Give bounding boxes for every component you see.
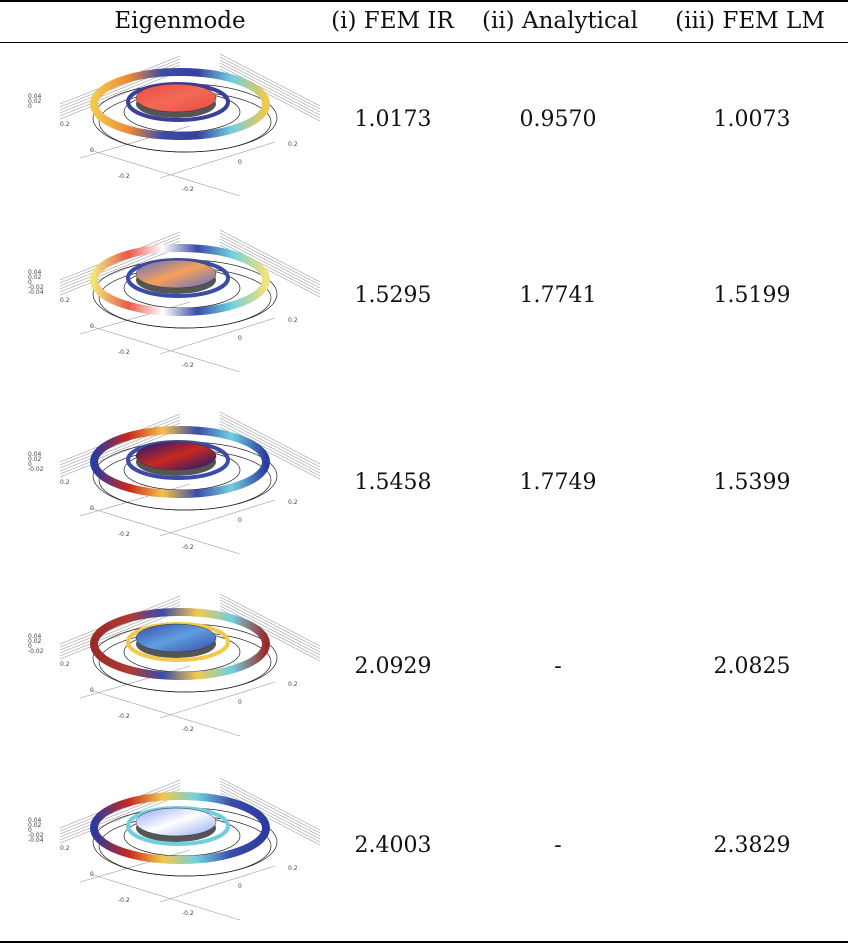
table-bottom-rule	[0, 941, 848, 943]
y-tick-label: 0	[238, 159, 242, 166]
x-tick-label: 0.2	[60, 845, 70, 852]
z-tick-label: 0.04	[28, 817, 42, 824]
x-tick-label: 0.2	[60, 661, 70, 668]
eigenmode-3d-plot: 0.040.020-0.02-0.040.20-0.20.20-0.2	[28, 777, 321, 920]
x-tick-label: 0	[90, 147, 94, 154]
outer-ring	[90, 792, 270, 864]
eigenmode-3d-plot: 0.040.020-0.020.20-0.20.20-0.2	[28, 593, 321, 736]
analytical-value: 1.7741	[519, 283, 597, 308]
y-tick-label: 0.2	[288, 681, 298, 688]
eigenmode-plot: 0.04 0.02 0 -0.02 0.2 0 -0.2 0.2 0 -0.2	[20, 586, 330, 736]
z-tick-label: 0.04	[28, 93, 42, 100]
z-tick-label: 0	[28, 103, 32, 110]
fem-lm-value: 2.3829	[713, 833, 791, 858]
x-tick-label: -0.2	[118, 531, 130, 538]
analytical-value: 1.7749	[519, 470, 597, 495]
eigenmode-plot: 0.04 0.02 0 -0.02 -0.04 0.2 0 -0.2 0.2 0 -0.2	[20, 222, 330, 372]
z-tick-label: 0	[28, 279, 32, 286]
analytical-value: 0.9570	[519, 107, 597, 132]
outer-ring	[90, 244, 270, 316]
header-fem-lm: (iii) FEM LM	[675, 8, 825, 34]
header-fem-ir: (i) FEM IR	[331, 8, 454, 34]
outer-ring	[90, 426, 270, 498]
y-tick-label: 0	[238, 699, 242, 706]
eigenmode-3d-plot: 0.040.020-0.020.20-0.20.20-0.2	[28, 411, 321, 554]
outer-ring	[90, 68, 270, 140]
z-tick-label: 0.02	[28, 638, 42, 645]
eigenmode-plot: 0.04 0.02 0 -0.02 -0.04 0.2 0 -0.2 0.2 0 -0.2	[20, 770, 330, 920]
center-disk	[135, 83, 217, 113]
z-tick-label: -0.02	[28, 832, 44, 839]
y-tick-label: 0	[238, 517, 242, 524]
y-tick-label: 0.2	[288, 317, 298, 324]
x-tick-label: 0	[90, 687, 94, 694]
outer-ring	[90, 608, 270, 680]
y-tick-label: -0.2	[182, 362, 194, 369]
y-tick-label: 0.2	[288, 141, 298, 148]
z-tick-label: -0.02	[28, 466, 44, 473]
analytical-value: -	[554, 833, 562, 858]
z-tick-label: 0	[28, 461, 32, 468]
fem-lm-value: 1.5399	[713, 470, 791, 495]
z-tick-label: 0.02	[28, 274, 42, 281]
fem-ir-value: 1.0173	[354, 107, 432, 132]
fem-lm-value: 1.5199	[713, 283, 791, 308]
x-tick-label: -0.2	[118, 713, 130, 720]
z-tick-label: 0	[28, 643, 32, 650]
header-eigenmode: Eigenmode	[114, 8, 246, 34]
y-tick-label: -0.2	[182, 544, 194, 551]
fem-lm-value: 1.0073	[713, 107, 791, 132]
z-tick-label: 0.02	[28, 456, 42, 463]
y-tick-label: -0.2	[182, 726, 194, 733]
analytical-value: -	[554, 654, 562, 679]
x-tick-label: 0	[90, 505, 94, 512]
center-disk	[135, 441, 217, 471]
x-tick-label: -0.2	[118, 349, 130, 356]
z-tick-label: 0.04	[28, 451, 42, 458]
z-tick-label: -0.04	[28, 289, 44, 296]
y-tick-label: -0.2	[182, 910, 194, 917]
x-tick-label: 0.2	[60, 479, 70, 486]
header-rule	[0, 42, 848, 43]
fem-ir-value: 2.4003	[354, 833, 432, 858]
z-tick-label: 0.02	[28, 98, 42, 105]
header-analytical: (ii) Analytical	[481, 8, 638, 34]
x-tick-label: 0	[90, 323, 94, 330]
y-tick-label: -0.2	[182, 186, 194, 193]
x-tick-label: 0	[90, 871, 94, 878]
z-tick-label: -0.04	[28, 837, 44, 844]
z-tick-label: -0.02	[28, 284, 44, 291]
fem-ir-value: 2.0929	[354, 654, 432, 679]
x-tick-label: -0.2	[118, 897, 130, 904]
z-tick-label: -0.02	[28, 648, 44, 655]
fem-ir-value: 1.5295	[354, 283, 432, 308]
z-tick-label: 0.02	[28, 822, 42, 829]
x-tick-label: 0.2	[60, 121, 70, 128]
fem-lm-value: 2.0825	[713, 654, 791, 679]
y-tick-label: 0.2	[288, 865, 298, 872]
x-tick-label: 0.2	[60, 297, 70, 304]
x-tick-label: -0.2	[118, 173, 130, 180]
y-tick-label: 0.2	[288, 499, 298, 506]
y-tick-label: 0	[238, 335, 242, 342]
eigenmode-3d-plot: 0.040.020-0.02-0.040.20-0.20.20-0.2	[28, 229, 321, 372]
eigenmode-plot: 0.04 0.02 0 0.2 0 -0.2 0.2 0 -0.2	[20, 46, 330, 196]
center-disk	[135, 623, 217, 653]
table-top-rule	[0, 0, 848, 2]
z-tick-label: 0.04	[28, 269, 42, 276]
center-disk	[135, 259, 217, 289]
eigenmode-plot: 0.04 0.02 0 -0.02 0.2 0 -0.2 0.2 0 -0.2	[20, 404, 330, 554]
center-disk	[135, 807, 217, 837]
z-tick-label: 0	[28, 827, 32, 834]
fem-ir-value: 1.5458	[354, 470, 432, 495]
z-tick-label: 0.04	[28, 633, 42, 640]
y-tick-label: 0	[238, 883, 242, 890]
